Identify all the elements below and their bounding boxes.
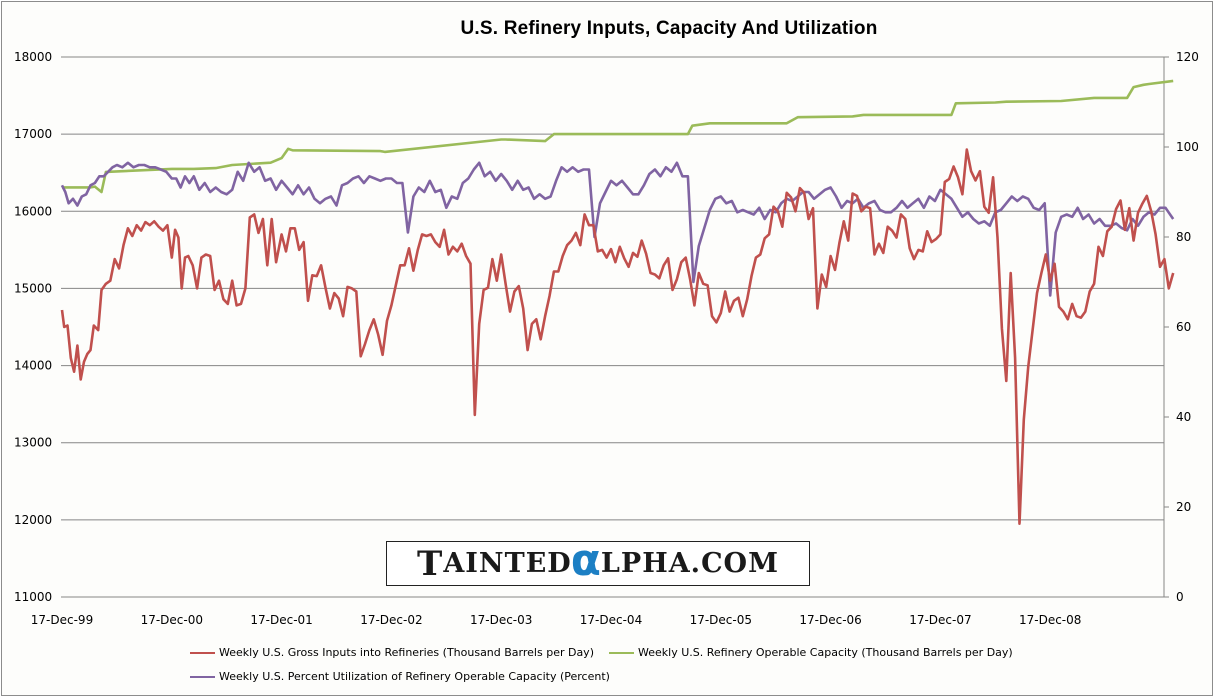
y2-tick-label: 100 bbox=[1176, 140, 1199, 154]
x-tick-label: 17-Dec-01 bbox=[250, 613, 312, 627]
y2-tick-label: 60 bbox=[1176, 320, 1191, 334]
series-utilization bbox=[60, 161, 1175, 297]
series-group bbox=[60, 79, 1175, 525]
logo-text-2: LPHA.COM bbox=[600, 548, 779, 579]
y2-tick-label: 40 bbox=[1176, 410, 1191, 424]
legend-item-gross-inputs: Weekly U.S. Gross Inputs into Refineries… bbox=[190, 646, 594, 659]
legend-item-utilization: Weekly U.S. Percent Utilization of Refin… bbox=[190, 670, 610, 683]
x-tick-label: 17-Dec-07 bbox=[909, 613, 971, 627]
y-tick-label: 11000 bbox=[14, 590, 52, 604]
y-tick-label: 12000 bbox=[14, 513, 52, 527]
x-tick-label: 17-Dec-04 bbox=[580, 613, 642, 627]
y-tick-label: 17000 bbox=[14, 127, 52, 141]
series-operable-capacity bbox=[62, 79, 1174, 194]
y-tick-label: 14000 bbox=[14, 359, 52, 373]
legend-swatch bbox=[609, 651, 634, 654]
chart-title: U.S. Refinery Inputs, Capacity And Utili… bbox=[460, 18, 878, 39]
alpha-icon: α bbox=[570, 535, 602, 586]
x-tick-label: 17-Dec-05 bbox=[690, 613, 752, 627]
gridlines bbox=[61, 56, 1164, 598]
y2-tick-label: 120 bbox=[1176, 50, 1199, 64]
x-tick-label: 17-Dec-99 bbox=[31, 613, 93, 627]
y-tick-label: 18000 bbox=[14, 50, 52, 64]
y-axis-left: 11000 12000 13000 14000 15000 16000 17000 18000 bbox=[14, 50, 52, 604]
watermark-logo: T AINTED α LPHA.COM bbox=[386, 535, 810, 586]
legend-label: Weekly U.S. Refinery Operable Capacity (… bbox=[638, 646, 1013, 659]
x-tick-label: 17-Dec-08 bbox=[1019, 613, 1081, 627]
y-axis-right: 0 20 40 60 80 100 120 bbox=[1176, 50, 1199, 604]
y-tick-label: 16000 bbox=[14, 204, 52, 218]
y2-tick-label: 80 bbox=[1176, 230, 1191, 244]
y2-tick-label: 20 bbox=[1176, 500, 1191, 514]
x-axis: 17-Dec-99 17-Dec-00 17-Dec-01 17-Dec-02 17-D… bbox=[31, 613, 1082, 627]
logo-initial: T bbox=[417, 543, 444, 584]
x-tick-label: 17-Dec-06 bbox=[799, 613, 861, 627]
axes bbox=[1163, 56, 1169, 598]
y-tick-label: 13000 bbox=[14, 436, 52, 450]
legend-label: Weekly U.S. Percent Utilization of Refin… bbox=[219, 670, 610, 683]
legend-item-operable-capacity: Weekly U.S. Refinery Operable Capacity (… bbox=[609, 646, 1013, 659]
y-tick-label: 15000 bbox=[14, 281, 52, 295]
y2-tick-label: 0 bbox=[1176, 590, 1184, 604]
logo-text-1: AINTED bbox=[443, 548, 572, 579]
series-gross-inputs bbox=[60, 148, 1175, 525]
legend-label: Weekly U.S. Gross Inputs into Refineries… bbox=[219, 646, 594, 659]
legend-swatch bbox=[190, 651, 215, 654]
legend-swatch bbox=[190, 675, 215, 678]
x-tick-label: 17-Dec-03 bbox=[470, 613, 532, 627]
x-tick-label: 17-Dec-00 bbox=[141, 613, 203, 627]
x-tick-label: 17-Dec-02 bbox=[360, 613, 422, 627]
